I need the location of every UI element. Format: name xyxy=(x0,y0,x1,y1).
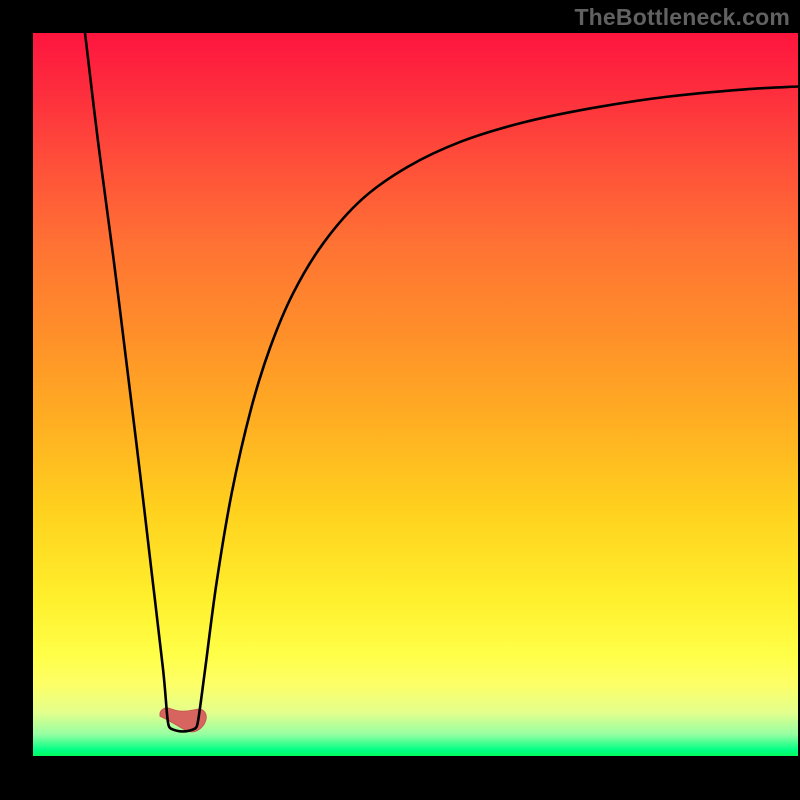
watermark-text: TheBottleneck.com xyxy=(574,4,790,31)
plot-area xyxy=(33,33,798,756)
bottleneck-curve xyxy=(85,33,798,731)
curve-layer xyxy=(33,33,798,756)
chart-root: TheBottleneck.com xyxy=(0,0,800,800)
